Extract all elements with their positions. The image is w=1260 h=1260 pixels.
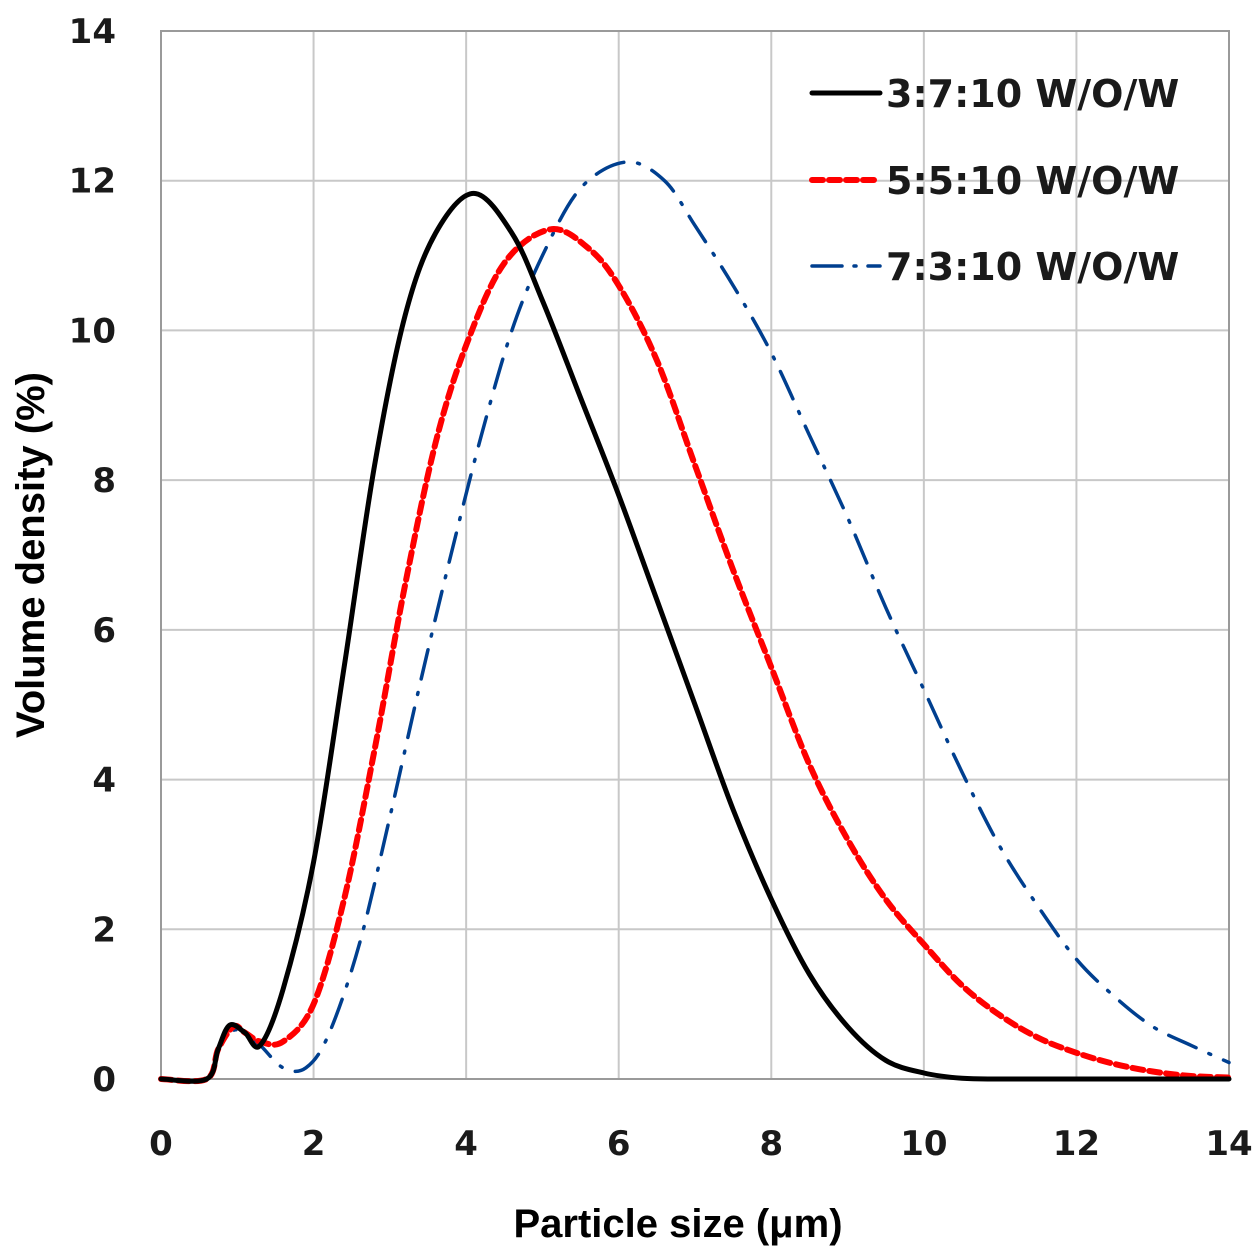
x-axis-ticks: 0 2 4 6 8 10 12 14 (149, 1124, 1253, 1164)
series-line-5-5-10-w-o-w (158, 226, 1232, 1085)
x-tick-label: 4 (454, 1124, 478, 1164)
x-tick-label: 0 (149, 1124, 173, 1164)
y-tick-label: 8 (92, 461, 116, 501)
y-tick-label: 6 (92, 611, 116, 651)
y-tick-label: 2 (92, 910, 116, 950)
y-tick-label: 10 (69, 311, 116, 351)
legend-label: 3:7:10 W/O/W (886, 72, 1179, 116)
legend-item: 3:7:10 W/O/W (809, 72, 1179, 116)
y-tick-label: 12 (69, 162, 116, 202)
y-axis-label: Volume density (%) (9, 372, 53, 738)
x-tick-label: 14 (1205, 1124, 1252, 1164)
y-tick-label: 4 (92, 761, 116, 801)
legend-item: 7:3:10 W/O/W (810, 245, 1179, 289)
x-tick-label: 6 (607, 1124, 631, 1164)
legend-label: 7:3:10 W/O/W (886, 245, 1179, 289)
series-line-7-3-10-w-o-w (159, 160, 1231, 1083)
x-tick-label: 8 (759, 1124, 783, 1164)
x-tick-label: 12 (1053, 1124, 1100, 1164)
y-tick-label: 14 (69, 12, 116, 52)
x-tick-label: 10 (900, 1124, 947, 1164)
legend-item: 5:5:10 W/O/W (809, 159, 1179, 203)
y-tick-label: 0 (92, 1060, 116, 1100)
series-line-3-7-10-w-o-w (158, 190, 1232, 1084)
y-axis-ticks: 0 2 4 6 8 10 12 14 (69, 12, 116, 1100)
x-tick-label: 2 (302, 1124, 326, 1164)
x-axis-label: Particle size (μm) (513, 1202, 842, 1246)
gridlines (160, 30, 1230, 1080)
legend-label: 5:5:10 W/O/W (886, 159, 1179, 203)
legend: 3:7:10 W/O/W 5:5:10 W/O/W 7:3:10 W/O/W (809, 72, 1179, 289)
series-lines (158, 160, 1232, 1085)
plot-area-frame (160, 30, 1230, 1080)
